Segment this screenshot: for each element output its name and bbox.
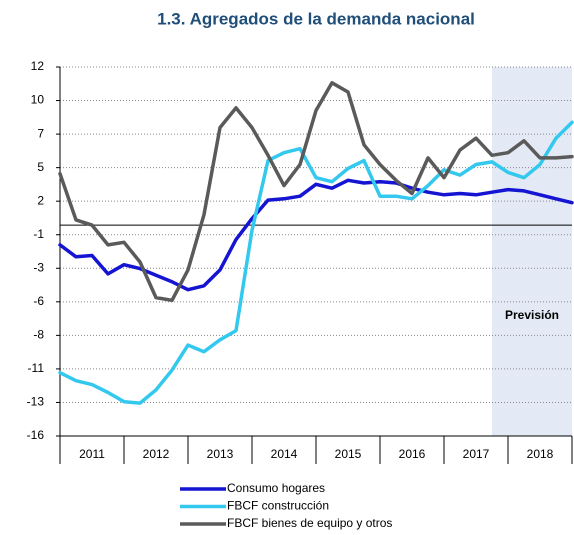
series-line: [58, 81, 574, 303]
x-tick-label: 2017: [463, 447, 490, 461]
y-tick-label: 12: [31, 59, 45, 73]
y-tick-label: -3: [33, 260, 44, 274]
x-tick-label: 2011: [79, 447, 105, 461]
x-tick-label: 2013: [207, 447, 234, 461]
forecast-region: [492, 67, 572, 436]
y-tick-label: 2: [37, 193, 44, 207]
y-tick-label: -13: [27, 395, 45, 409]
series-line: [58, 120, 574, 405]
x-tick-label: 2015: [335, 447, 362, 461]
legend-label: FBCF construcción: [227, 499, 329, 513]
y-tick-label: 10: [31, 93, 45, 107]
y-tick-label: 7: [37, 126, 44, 140]
legend-label: Consumo hogares: [227, 481, 325, 495]
x-tick-label: 2014: [271, 447, 298, 461]
y-tick-label: -16: [27, 428, 45, 442]
y-tick-label: -1: [33, 227, 44, 241]
x-tick-label: 2012: [143, 447, 170, 461]
forecast-label: Previsión: [505, 308, 559, 322]
x-tick-label: 2016: [399, 447, 426, 461]
y-tick-label: 5: [37, 160, 44, 174]
y-tick-label: -11: [28, 361, 45, 375]
legend-label: FBCF bienes de equipo y otros: [227, 516, 392, 530]
x-tick-label: 2018: [527, 447, 554, 461]
chart-title: 1.3. Agregados de la demanda nacional: [157, 9, 475, 28]
y-tick-label: -6: [33, 294, 44, 308]
y-tick-label: -8: [33, 328, 44, 342]
